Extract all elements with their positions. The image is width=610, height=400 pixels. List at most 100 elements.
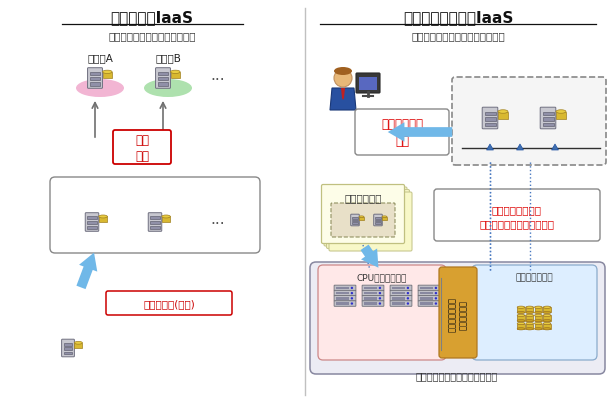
FancyBboxPatch shape bbox=[362, 301, 384, 306]
Bar bbox=[544, 307, 551, 312]
Ellipse shape bbox=[526, 322, 533, 325]
Bar bbox=[542, 112, 553, 115]
Text: 物理サーバを動的に構成して提供: 物理サーバを動的に構成して提供 bbox=[411, 31, 505, 41]
Bar bbox=[352, 217, 357, 218]
Bar bbox=[90, 77, 100, 80]
Ellipse shape bbox=[534, 322, 542, 325]
Ellipse shape bbox=[526, 320, 533, 322]
Bar bbox=[336, 297, 349, 300]
Polygon shape bbox=[330, 88, 356, 110]
Ellipse shape bbox=[544, 320, 551, 322]
Bar bbox=[336, 302, 349, 305]
Ellipse shape bbox=[74, 342, 82, 344]
Bar bbox=[392, 292, 405, 294]
Bar bbox=[90, 72, 100, 75]
Circle shape bbox=[351, 302, 353, 305]
Bar bbox=[534, 324, 542, 329]
Bar bbox=[544, 324, 551, 329]
FancyBboxPatch shape bbox=[334, 296, 356, 301]
FancyBboxPatch shape bbox=[148, 213, 162, 231]
Bar bbox=[150, 226, 160, 229]
Bar bbox=[375, 220, 381, 221]
Ellipse shape bbox=[526, 306, 533, 308]
Ellipse shape bbox=[544, 328, 551, 330]
Bar bbox=[364, 297, 377, 300]
Circle shape bbox=[435, 297, 437, 300]
Ellipse shape bbox=[517, 320, 525, 322]
Ellipse shape bbox=[517, 306, 525, 308]
Text: ...: ... bbox=[210, 68, 225, 84]
Bar bbox=[87, 216, 96, 220]
Bar bbox=[90, 82, 100, 86]
Ellipse shape bbox=[544, 314, 551, 316]
Bar bbox=[420, 302, 433, 305]
Text: CPUメモリプール: CPUメモリプール bbox=[357, 274, 407, 282]
Text: 手動で構築(数日): 手動で構築(数日) bbox=[143, 299, 195, 309]
FancyBboxPatch shape bbox=[62, 339, 74, 357]
Bar bbox=[542, 117, 553, 120]
Bar bbox=[534, 315, 542, 321]
Bar bbox=[87, 226, 96, 229]
FancyBboxPatch shape bbox=[351, 214, 359, 226]
Bar bbox=[484, 112, 495, 115]
FancyBboxPatch shape bbox=[472, 265, 597, 360]
FancyBboxPatch shape bbox=[362, 296, 384, 301]
FancyBboxPatch shape bbox=[418, 285, 440, 291]
FancyBboxPatch shape bbox=[318, 265, 446, 360]
FancyBboxPatch shape bbox=[329, 192, 412, 251]
FancyBboxPatch shape bbox=[356, 73, 380, 93]
Circle shape bbox=[435, 292, 437, 294]
Bar bbox=[74, 343, 82, 348]
Ellipse shape bbox=[556, 110, 566, 113]
Text: ...: ... bbox=[210, 212, 225, 228]
FancyBboxPatch shape bbox=[452, 77, 606, 165]
Bar bbox=[420, 292, 433, 294]
FancyBboxPatch shape bbox=[156, 68, 170, 88]
Circle shape bbox=[351, 292, 353, 294]
FancyBboxPatch shape bbox=[331, 203, 395, 237]
Text: オンデマンド
提供: オンデマンド 提供 bbox=[381, 118, 423, 148]
Circle shape bbox=[351, 297, 353, 300]
Text: 物理サーバを利用者ごとで提供: 物理サーバを利用者ごとで提供 bbox=[108, 31, 196, 41]
Bar bbox=[420, 297, 433, 300]
Bar bbox=[517, 315, 525, 321]
Bar bbox=[63, 343, 73, 346]
FancyBboxPatch shape bbox=[439, 267, 477, 358]
Bar bbox=[375, 222, 381, 224]
Ellipse shape bbox=[359, 216, 364, 218]
Bar bbox=[364, 292, 377, 294]
Text: 固定
割当: 固定 割当 bbox=[135, 134, 149, 162]
Circle shape bbox=[407, 287, 409, 289]
Ellipse shape bbox=[534, 328, 542, 330]
Text: システム構成: システム構成 bbox=[344, 193, 382, 203]
FancyBboxPatch shape bbox=[334, 285, 356, 291]
Bar bbox=[352, 222, 357, 224]
Bar bbox=[336, 287, 349, 289]
Bar bbox=[359, 77, 377, 90]
Bar bbox=[171, 72, 180, 78]
Text: 新技術による物理IaaS: 新技術による物理IaaS bbox=[403, 10, 513, 26]
FancyBboxPatch shape bbox=[334, 290, 356, 296]
Bar bbox=[99, 216, 107, 222]
Bar bbox=[526, 324, 533, 329]
Bar bbox=[63, 352, 73, 354]
Text: 資源プール化アーキテクチャー: 資源プール化アーキテクチャー bbox=[416, 371, 498, 381]
Bar bbox=[87, 221, 96, 224]
Ellipse shape bbox=[534, 306, 542, 308]
FancyBboxPatch shape bbox=[540, 107, 556, 129]
Ellipse shape bbox=[517, 311, 525, 314]
FancyBboxPatch shape bbox=[390, 285, 412, 291]
Circle shape bbox=[379, 287, 381, 289]
Ellipse shape bbox=[334, 67, 352, 75]
Ellipse shape bbox=[382, 216, 387, 218]
Ellipse shape bbox=[162, 215, 170, 218]
FancyBboxPatch shape bbox=[324, 187, 407, 246]
Bar bbox=[375, 217, 381, 218]
Bar bbox=[336, 292, 349, 294]
Bar bbox=[420, 287, 433, 289]
FancyBboxPatch shape bbox=[334, 301, 356, 306]
Bar bbox=[102, 72, 112, 78]
Bar bbox=[556, 112, 566, 118]
Circle shape bbox=[334, 69, 352, 87]
Bar bbox=[150, 221, 160, 224]
